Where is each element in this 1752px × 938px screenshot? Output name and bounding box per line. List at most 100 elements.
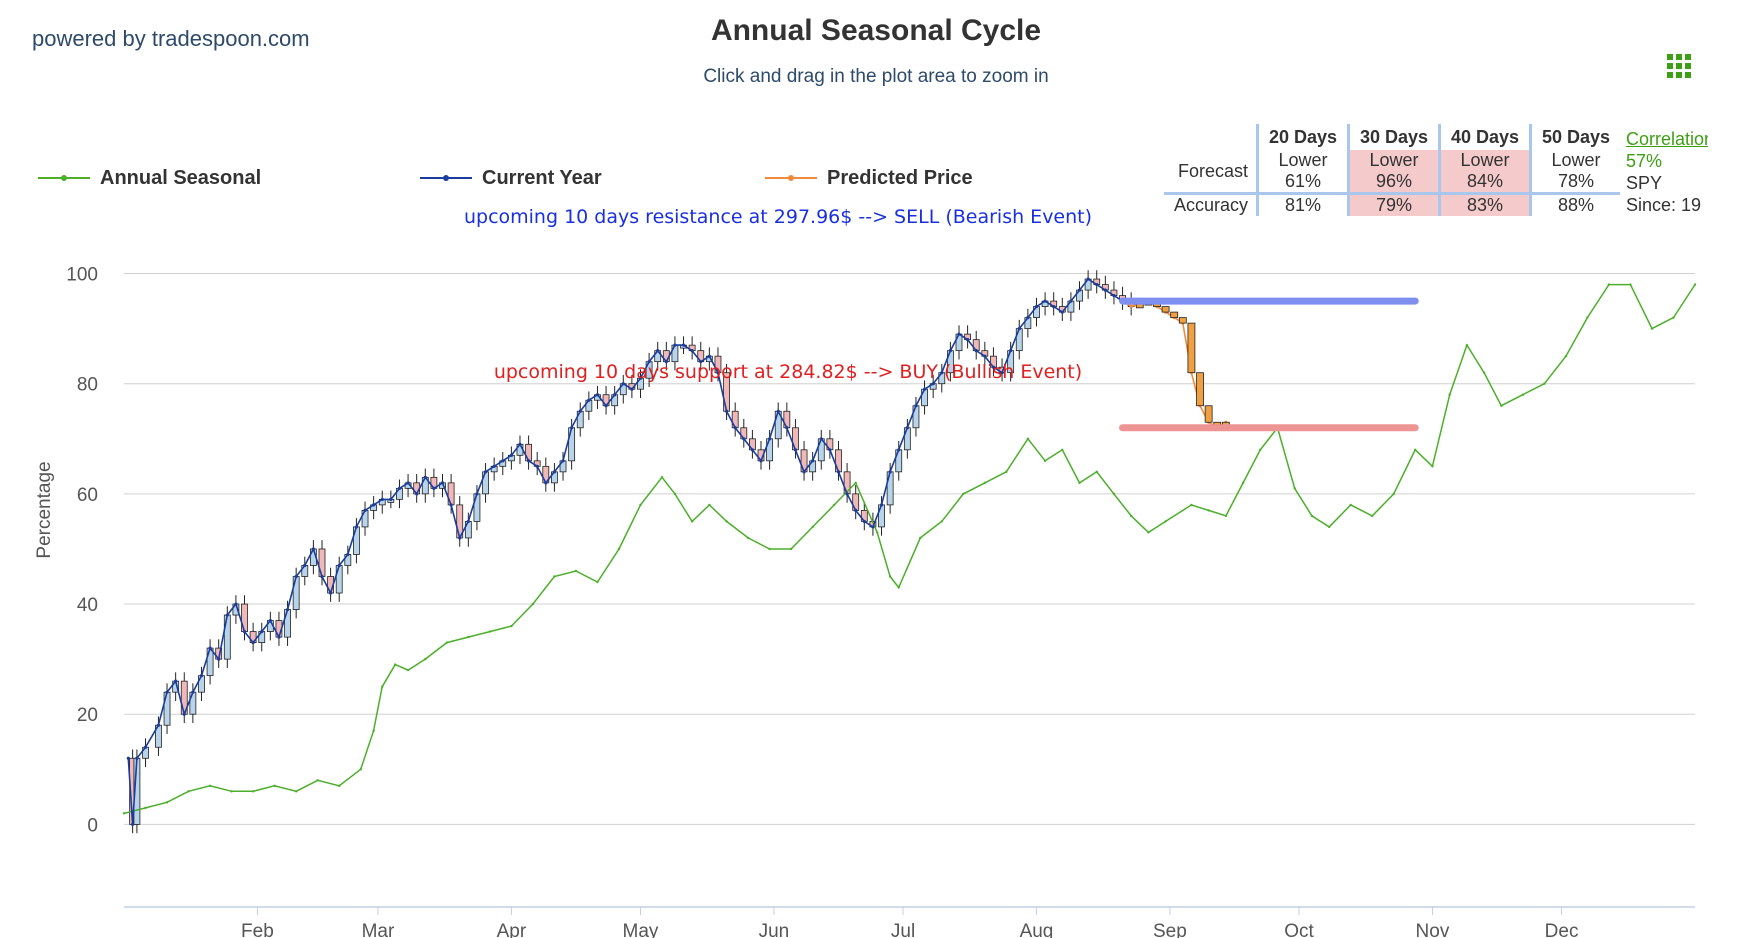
data-point <box>725 520 728 523</box>
candle <box>525 443 532 462</box>
forecast-cell: Lower 96% <box>1347 150 1438 192</box>
candle <box>749 438 756 451</box>
y-tick-label: 60 <box>77 485 98 506</box>
data-point <box>311 547 315 551</box>
candle <box>637 377 644 390</box>
data-point <box>940 371 944 375</box>
data-point <box>544 481 548 485</box>
data-point <box>561 459 565 463</box>
support-annotation: upcoming 10 days support at 284.82$ --> … <box>494 361 1082 383</box>
data-point <box>983 354 987 358</box>
data-point <box>673 343 677 347</box>
candle <box>869 521 877 528</box>
x-tick-label: Jul <box>891 921 915 938</box>
data-point <box>681 343 686 347</box>
data-point <box>707 354 711 358</box>
data-point <box>552 470 557 474</box>
correlation-link[interactable]: Correlation <box>1626 129 1708 149</box>
candle <box>551 471 558 484</box>
data-point <box>811 525 814 529</box>
candle <box>792 427 799 451</box>
data-point <box>466 519 470 524</box>
candle <box>594 394 601 401</box>
data-point <box>191 690 195 694</box>
data-point <box>144 806 147 810</box>
legend-line-icon <box>765 171 817 185</box>
data-point <box>845 492 849 496</box>
grid-menu-icon[interactable] <box>1665 52 1693 80</box>
data-point <box>424 657 427 661</box>
data-point <box>294 790 298 793</box>
data-point <box>1017 327 1021 331</box>
legend-label: Annual Seasonal <box>100 166 262 189</box>
data-point <box>234 602 238 606</box>
candle <box>860 509 868 522</box>
data-point <box>1198 404 1202 408</box>
candle <box>404 482 412 489</box>
candle <box>817 438 825 462</box>
x-tick-label: Apr <box>497 921 527 938</box>
candle <box>628 383 636 390</box>
data-point <box>617 547 621 551</box>
candle <box>507 454 515 462</box>
data-point <box>1693 283 1697 286</box>
candle <box>843 471 851 495</box>
data-point <box>1095 282 1099 287</box>
candle <box>215 647 223 660</box>
candle <box>688 344 696 352</box>
data-point <box>1163 310 1168 314</box>
data-point <box>1069 299 1073 303</box>
data-point <box>690 520 694 523</box>
data-point <box>836 470 841 474</box>
candle <box>172 680 180 693</box>
candle <box>387 498 395 503</box>
data-point <box>135 756 139 760</box>
data-point <box>467 635 470 639</box>
data-point <box>217 657 221 661</box>
col-header: 30 Days <box>1347 124 1438 150</box>
data-point <box>372 503 376 507</box>
data-point <box>724 409 729 413</box>
x-tick-label: Nov <box>1416 921 1450 938</box>
data-point <box>208 784 212 788</box>
data-point <box>708 503 711 507</box>
candle <box>533 460 541 467</box>
data-point <box>638 376 643 380</box>
col-header: 40 Days <box>1438 124 1529 150</box>
data-point <box>630 387 634 391</box>
candle <box>447 482 455 506</box>
data-point <box>242 629 247 634</box>
predicted-candle <box>1161 306 1170 313</box>
candle <box>774 410 782 440</box>
candle <box>223 614 231 660</box>
data-point <box>759 459 763 463</box>
data-point <box>1259 448 1262 452</box>
forecast-table: 20 Days 30 Days 40 Days 50 Days Forecast… <box>1164 124 1620 216</box>
candle <box>318 548 326 577</box>
legend-current-year[interactable]: Current Year <box>420 165 602 191</box>
forecast-row-label: Forecast <box>1177 160 1248 181</box>
data-point <box>888 575 892 578</box>
candle <box>430 476 438 489</box>
data-point <box>1586 316 1589 319</box>
data-point <box>1207 509 1210 512</box>
data-point <box>1448 393 1451 396</box>
data-point <box>793 448 798 452</box>
data-point <box>1370 514 1374 518</box>
legend-predicted-price[interactable]: Predicted Price <box>765 165 973 191</box>
annual-seasonal-line <box>123 283 1696 815</box>
y-tick-label: 80 <box>77 375 98 396</box>
powered-by-label: powered by tradespoon.com <box>32 26 310 51</box>
candle <box>129 757 137 825</box>
data-point <box>363 508 367 512</box>
legend-line-icon <box>420 171 472 185</box>
data-point <box>733 426 737 430</box>
legend-annual-seasonal[interactable]: Annual Seasonal <box>38 165 261 191</box>
candle <box>671 344 679 363</box>
data-point <box>966 338 970 342</box>
data-point <box>268 618 272 623</box>
candle <box>361 509 369 528</box>
candle <box>921 388 928 407</box>
data-point <box>553 575 556 578</box>
data-point <box>1095 470 1098 474</box>
